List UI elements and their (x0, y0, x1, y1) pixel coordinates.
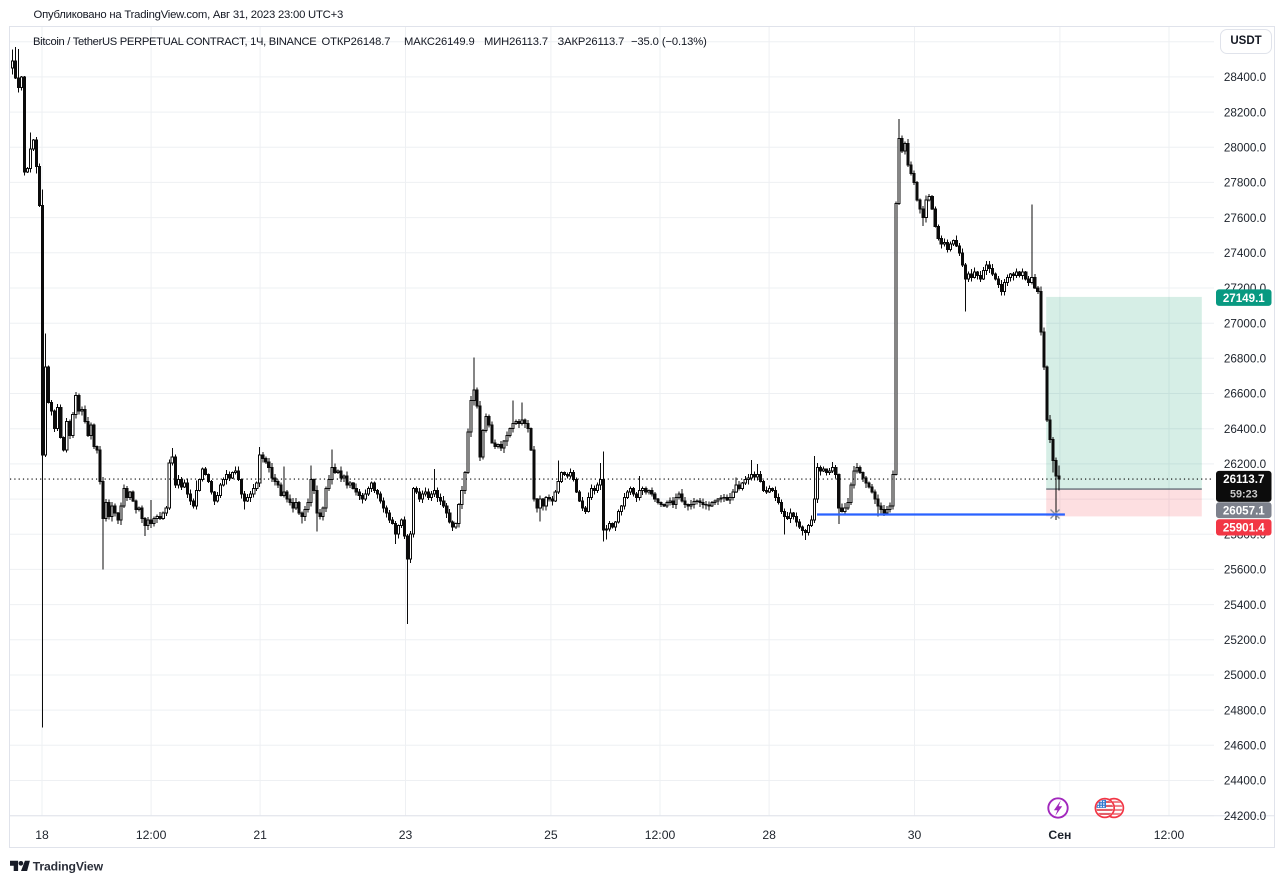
svg-text:25400.0: 25400.0 (1224, 599, 1267, 612)
svg-text:25000.0: 25000.0 (1224, 669, 1267, 682)
svg-text:26057.1: 26057.1 (1223, 504, 1265, 517)
svg-text:27149.1: 27149.1 (1223, 292, 1265, 305)
svg-text:12:00: 12:00 (645, 828, 676, 842)
svg-text:27000.0: 27000.0 (1224, 317, 1267, 330)
svg-text:26400.0: 26400.0 (1224, 423, 1267, 436)
svg-text:25200.0: 25200.0 (1224, 634, 1267, 647)
svg-text:26800.0: 26800.0 (1224, 353, 1267, 366)
svg-text:28: 28 (762, 828, 776, 842)
svg-text:24600.0: 24600.0 (1224, 740, 1267, 753)
svg-text:12:00: 12:00 (1154, 828, 1185, 842)
svg-text:27800.0: 27800.0 (1224, 177, 1267, 190)
svg-text:27400.0: 27400.0 (1224, 247, 1267, 260)
svg-text:28000.0: 28000.0 (1224, 142, 1267, 155)
svg-text:25: 25 (544, 828, 558, 842)
svg-text:25600.0: 25600.0 (1224, 564, 1267, 577)
svg-text:18: 18 (35, 828, 49, 842)
svg-text:TradingView: TradingView (33, 860, 104, 874)
svg-text:26113.7: 26113.7 (1223, 473, 1264, 486)
svg-text:Сен: Сен (1048, 828, 1071, 842)
svg-text:27600.0: 27600.0 (1224, 212, 1267, 225)
svg-text:24800.0: 24800.0 (1224, 704, 1267, 717)
svg-text:59:23: 59:23 (1230, 488, 1258, 500)
svg-text:12:00: 12:00 (136, 828, 167, 842)
svg-text:26200.0: 26200.0 (1224, 458, 1267, 471)
svg-text:26600.0: 26600.0 (1224, 388, 1267, 401)
svg-text:30: 30 (908, 828, 922, 842)
svg-text:25901.4: 25901.4 (1223, 522, 1265, 535)
svg-text:21: 21 (253, 828, 267, 842)
svg-text:28400.0: 28400.0 (1224, 71, 1267, 84)
svg-text:28200.0: 28200.0 (1224, 106, 1267, 119)
svg-text:24400.0: 24400.0 (1224, 775, 1267, 788)
svg-text:23: 23 (399, 828, 413, 842)
svg-text:24200.0: 24200.0 (1224, 810, 1267, 823)
